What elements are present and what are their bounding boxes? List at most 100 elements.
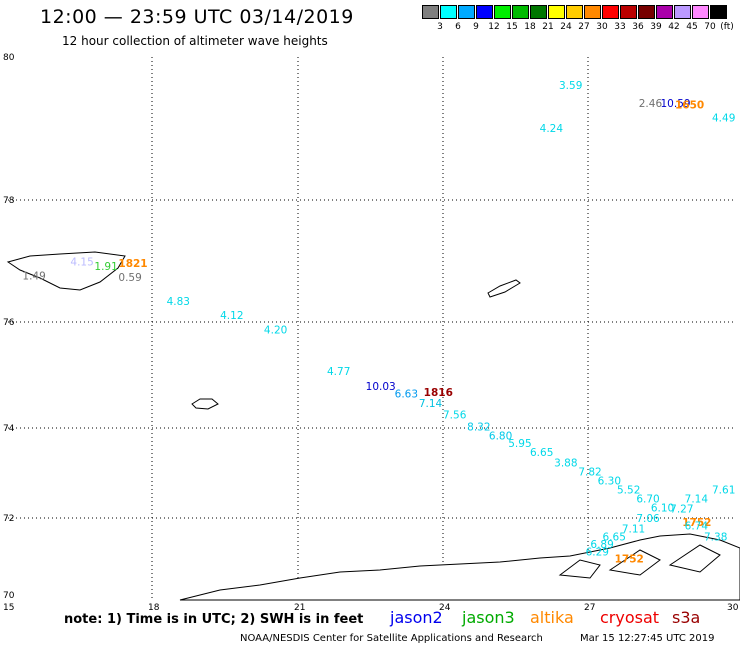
- satellite-name: jason3: [462, 608, 515, 627]
- wave-height-label: 3.88: [554, 457, 577, 469]
- wave-height-label: 4.77: [327, 366, 350, 378]
- lat-tick-label: 74: [3, 424, 15, 434]
- legend-swatch: [656, 5, 673, 19]
- wave-height-label: 7.56: [443, 409, 467, 421]
- legend-label: 36: [632, 22, 644, 32]
- bear-island: [191, 398, 219, 410]
- legend-swatch: [548, 5, 565, 19]
- legend-label: 30: [596, 22, 608, 32]
- wave-height-label: 4.15: [70, 256, 93, 268]
- wave-height-label: 5.52: [617, 484, 640, 496]
- norway-coast: [179, 533, 740, 601]
- wave-height-label: 7.11: [622, 523, 645, 535]
- legend-swatch: [512, 5, 529, 19]
- legend-swatch: [584, 5, 601, 19]
- wave-height-label: 6.89: [590, 539, 613, 551]
- lat-tick-label: 70: [3, 591, 15, 601]
- wave-height-label: 1.49: [22, 270, 45, 282]
- wave-height-label: 6.74: [685, 520, 709, 532]
- coastlines: [6, 251, 740, 601]
- wave-height-label: 6.10: [651, 502, 674, 514]
- lon-tick-label: 27: [584, 603, 595, 613]
- legend-swatch: [674, 5, 691, 19]
- legend-swatch: [440, 5, 457, 19]
- legend-label: 70: [704, 22, 716, 32]
- wave-height-label: 4.49: [712, 112, 735, 124]
- lon-tick-label: 21: [294, 603, 305, 613]
- wave-height-label: 0.59: [118, 272, 141, 284]
- wave-height-label: 8.32: [467, 421, 490, 433]
- coast-fjord-3: [668, 544, 721, 573]
- satellite-name: jason2: [390, 608, 443, 627]
- lat-lon-grid: [8, 57, 735, 600]
- legend-swatch: [476, 5, 493, 19]
- legend-swatch: [458, 5, 475, 19]
- lon-tick-label: 18: [148, 603, 160, 613]
- legend-label: 15: [506, 22, 518, 32]
- wave-height-label: 4.83: [167, 296, 190, 308]
- legend-swatch: [710, 5, 727, 19]
- coast-fjord-1: [558, 559, 601, 579]
- legend-label: 21: [542, 22, 554, 32]
- legend-swatch: [422, 5, 439, 19]
- legend-label: 24: [560, 22, 572, 32]
- wave-height-label: 6.65: [603, 532, 626, 544]
- legend-label: 3: [437, 22, 443, 32]
- wave-height-label: 1752: [682, 517, 711, 529]
- wave-height-label: 10.59: [661, 98, 691, 110]
- wave-height-label: 4.12: [220, 310, 243, 322]
- coast-fjord-2: [608, 549, 661, 576]
- lat-tick-label: 78: [3, 196, 15, 206]
- wave-height-label: 7.38: [704, 532, 727, 544]
- satellite-name: altika: [530, 608, 574, 627]
- legend-swatch: [620, 5, 637, 19]
- legend-swatch: [566, 5, 583, 19]
- wave-height-label: 7.14: [685, 493, 709, 505]
- lat-tick-label: 80: [3, 53, 15, 63]
- wave-height-label: 5.95: [508, 438, 531, 450]
- legend-swatch: [692, 5, 709, 19]
- hopen-island: [487, 279, 521, 298]
- wave-height-label: 6.63: [395, 388, 418, 400]
- chart-title: 12:00 — 23:59 UTC 03/14/2019: [40, 6, 354, 28]
- legend-swatch: [494, 5, 511, 19]
- legend-swatch: [638, 5, 655, 19]
- wave-height-label: 1752: [615, 553, 644, 565]
- legend-unit: (ft): [720, 22, 734, 32]
- wave-height-label: 4.24: [540, 123, 564, 135]
- wave-height-label: 6.30: [598, 475, 621, 487]
- generated-timestamp: Mar 15 12:27:45 UTC 2019: [580, 633, 715, 644]
- legend-label: 27: [578, 22, 590, 32]
- lon-tick-label: 30: [727, 603, 739, 613]
- legend-label: 39: [650, 22, 662, 32]
- wave-height-label: 7.14: [419, 398, 443, 410]
- satellite-name: s3a: [672, 608, 701, 627]
- wave-height-label: 7.61: [712, 484, 735, 496]
- legend-label: 12: [488, 22, 500, 32]
- wave-height-label: 6.29: [586, 547, 609, 559]
- satellite-name: cryosat: [600, 608, 660, 627]
- svalbard-coast: [6, 251, 126, 291]
- chart-subtitle: 12 hour collection of altimeter wave hei…: [62, 34, 328, 48]
- lat-tick-label: 72: [3, 514, 14, 524]
- legend-swatch: [602, 5, 619, 19]
- lon-tick-label: 15: [3, 603, 14, 613]
- wave-height-label: 3.59: [559, 80, 582, 92]
- legend-label: 18: [524, 22, 536, 32]
- legend-label: 9: [473, 22, 479, 32]
- legend-label: 45: [686, 22, 698, 32]
- wave-height-label: 6.70: [636, 493, 659, 505]
- wave-height-label: 6.65: [530, 447, 553, 459]
- credit-line: NOAA/NESDIS Center for Satellite Applica…: [240, 633, 543, 644]
- wave-height-label: 10.03: [366, 381, 396, 393]
- legend-label: 6: [455, 22, 461, 32]
- lon-tick-label: 24: [439, 603, 451, 613]
- wave-height-label: 7.06: [636, 513, 660, 525]
- wave-height-label: 4.20: [264, 325, 287, 337]
- wave-height-label: 7.27: [670, 504, 693, 516]
- legend-label: 33: [614, 22, 626, 32]
- wave-height-label: 2.46: [639, 98, 663, 110]
